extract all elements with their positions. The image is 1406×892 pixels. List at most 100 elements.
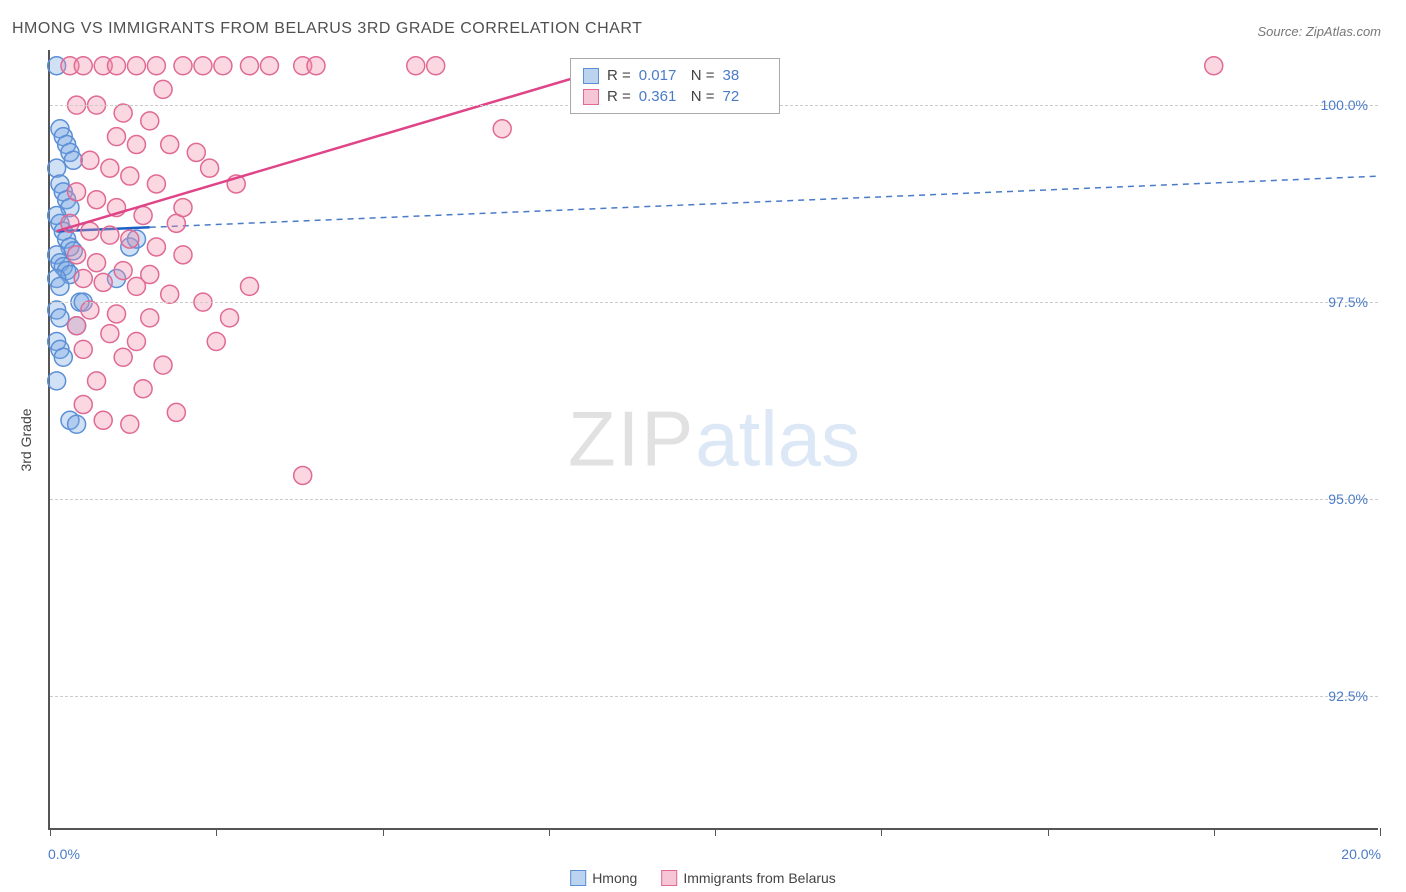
x-tick: [383, 828, 384, 836]
legend-swatch: [570, 870, 586, 886]
data-point: [68, 183, 86, 201]
data-point: [81, 222, 99, 240]
data-point: [121, 415, 139, 433]
stat-n-value: 38: [723, 67, 767, 84]
data-point: [114, 262, 132, 280]
trend-line-extrapolated: [150, 176, 1380, 227]
plot-area: ZIPatlas 92.5%95.0%97.5%100.0%: [48, 50, 1378, 830]
data-point: [294, 466, 312, 484]
data-point: [114, 104, 132, 122]
data-point: [127, 333, 145, 351]
y-axis-title: 3rd Grade: [18, 408, 34, 471]
bottom-legend: Hmong Immigrants from Belarus: [570, 870, 836, 886]
x-tick: [715, 828, 716, 836]
legend-item: Immigrants from Belarus: [661, 870, 835, 886]
data-point: [241, 57, 259, 75]
chart-title: HMONG VS IMMIGRANTS FROM BELARUS 3RD GRA…: [12, 20, 642, 38]
legend-label: Hmong: [592, 870, 637, 886]
legend-swatch: [583, 68, 599, 84]
data-point: [214, 57, 232, 75]
data-point: [121, 167, 139, 185]
data-point: [154, 80, 172, 98]
x-tick: [1214, 828, 1215, 836]
data-point: [68, 317, 86, 335]
stat-n-label: N =: [691, 88, 715, 105]
data-point: [48, 372, 66, 390]
data-point: [174, 199, 192, 217]
data-point: [81, 151, 99, 169]
stats-legend-row: R =0.017N =38: [583, 65, 767, 86]
gridline: [50, 499, 1378, 500]
data-point: [68, 246, 86, 264]
stat-r-value: 0.017: [639, 67, 683, 84]
x-tick: [1380, 828, 1381, 836]
source-attribution: Source: ZipAtlas.com: [1257, 24, 1381, 39]
data-point: [127, 277, 145, 295]
x-tick: [881, 828, 882, 836]
x-tick: [216, 828, 217, 836]
data-point: [147, 175, 165, 193]
x-axis-min-label: 0.0%: [48, 846, 80, 862]
data-point: [154, 356, 172, 374]
data-point: [51, 277, 69, 295]
data-point: [127, 136, 145, 154]
y-tick-label: 92.5%: [1328, 688, 1368, 704]
data-point: [127, 57, 145, 75]
data-point: [147, 238, 165, 256]
data-point: [64, 151, 82, 169]
data-point: [241, 277, 259, 295]
stat-r-label: R =: [607, 88, 631, 105]
data-point: [141, 112, 159, 130]
legend-swatch: [583, 89, 599, 105]
data-point: [51, 309, 69, 327]
y-tick-label: 97.5%: [1328, 294, 1368, 310]
stats-legend: R =0.017N =38R =0.361N =72: [570, 58, 780, 114]
data-point: [427, 57, 445, 75]
gridline: [50, 302, 1378, 303]
data-point: [94, 411, 112, 429]
data-point: [161, 285, 179, 303]
data-point: [174, 57, 192, 75]
data-point: [260, 57, 278, 75]
data-point: [94, 273, 112, 291]
data-point: [74, 57, 92, 75]
data-point: [194, 57, 212, 75]
data-point: [221, 309, 239, 327]
stat-r-value: 0.361: [639, 88, 683, 105]
data-point: [108, 305, 126, 323]
legend-label: Immigrants from Belarus: [683, 870, 835, 886]
data-point: [74, 269, 92, 287]
data-point: [1205, 57, 1223, 75]
data-point: [134, 206, 152, 224]
stat-r-label: R =: [607, 67, 631, 84]
x-tick: [50, 828, 51, 836]
data-point: [54, 348, 72, 366]
x-axis-max-label: 20.0%: [1341, 846, 1381, 862]
data-point: [108, 57, 126, 75]
data-point: [201, 159, 219, 177]
data-point: [493, 120, 511, 138]
data-point: [88, 191, 106, 209]
legend-item: Hmong: [570, 870, 637, 886]
y-tick-label: 100.0%: [1321, 97, 1368, 113]
chart-svg: [50, 50, 1378, 828]
data-point: [68, 415, 86, 433]
data-point: [121, 230, 139, 248]
data-point: [147, 57, 165, 75]
data-point: [407, 57, 425, 75]
x-tick: [1048, 828, 1049, 836]
data-point: [187, 143, 205, 161]
x-tick: [549, 828, 550, 836]
legend-swatch: [661, 870, 677, 886]
gridline: [50, 696, 1378, 697]
y-tick-label: 95.0%: [1328, 491, 1368, 507]
data-point: [101, 325, 119, 343]
data-point: [307, 57, 325, 75]
data-point: [101, 159, 119, 177]
data-point: [141, 309, 159, 327]
data-point: [161, 136, 179, 154]
stat-n-value: 72: [723, 88, 767, 105]
data-point: [88, 254, 106, 272]
data-point: [167, 403, 185, 421]
data-point: [114, 348, 132, 366]
